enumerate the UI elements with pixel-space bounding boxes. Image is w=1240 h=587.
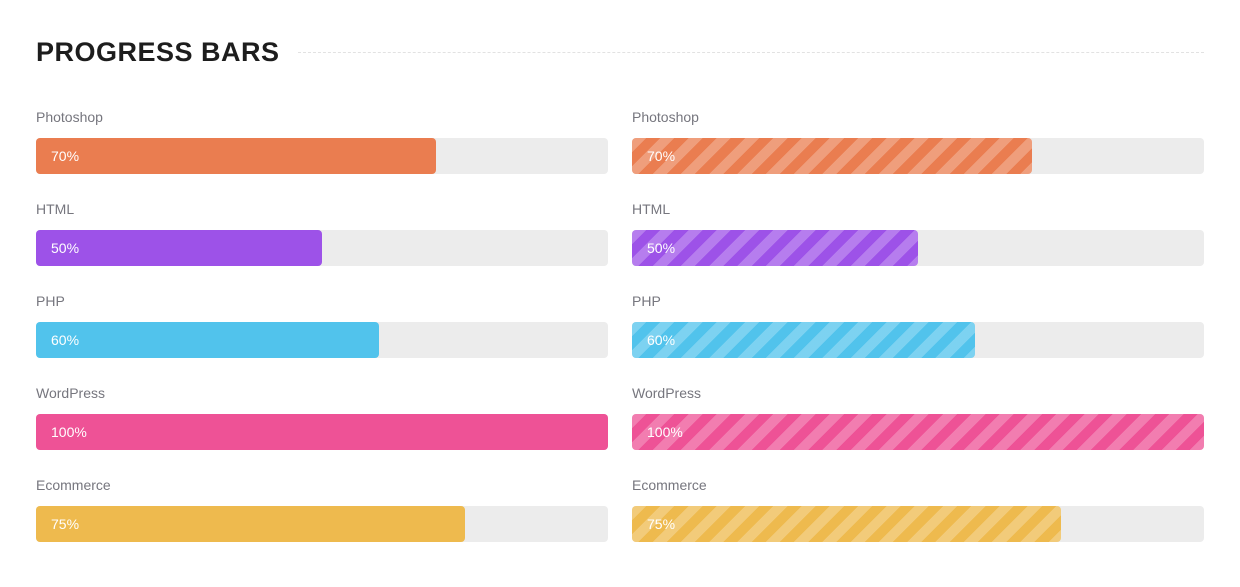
progress-value: 50% (51, 240, 80, 256)
progress-track: 60% (632, 322, 1204, 358)
progress-track: 60% (36, 322, 608, 358)
progress-value: 100% (647, 424, 683, 440)
progress-track: 70% (632, 138, 1204, 174)
progress-fill: 60% (632, 322, 976, 358)
progress-group: Photoshop 70% (36, 108, 608, 174)
progress-track: 75% (36, 506, 608, 542)
progress-track: 100% (632, 414, 1204, 450)
progress-group: WordPress 100% (632, 384, 1204, 450)
progress-group: Ecommerce 75% (36, 476, 608, 542)
progress-value: 60% (647, 332, 676, 348)
progress-fill: 100% (632, 414, 1204, 450)
progress-track: 70% (36, 138, 608, 174)
progress-fill: 75% (36, 506, 465, 542)
progress-group: PHP 60% (632, 292, 1204, 358)
progress-fill: 50% (632, 230, 918, 266)
progress-label: Photoshop (632, 109, 699, 125)
progress-label: PHP (632, 293, 661, 309)
progress-fill: 60% (36, 322, 380, 358)
progress-value: 50% (647, 240, 676, 256)
progress-group: HTML 50% (632, 200, 1204, 266)
progress-column-solid: Photoshop 70% HTML 50% PHP 60% WordPress… (36, 108, 608, 568)
progress-group: Ecommerce 75% (632, 476, 1204, 542)
progress-label: HTML (632, 201, 671, 217)
progress-fill: 70% (632, 138, 1033, 174)
progress-track: 50% (632, 230, 1204, 266)
progress-value: 75% (647, 516, 676, 532)
progress-label: HTML (36, 201, 75, 217)
progress-value: 100% (51, 424, 87, 440)
progress-group: Photoshop 70% (632, 108, 1204, 174)
progress-fill: 75% (632, 506, 1061, 542)
progress-track: 75% (632, 506, 1204, 542)
progress-label: PHP (36, 293, 65, 309)
progress-group: PHP 60% (36, 292, 608, 358)
progress-value: 75% (51, 516, 80, 532)
divider-line (297, 51, 1204, 53)
progress-value: 70% (51, 148, 80, 164)
progress-track: 50% (36, 230, 608, 266)
progress-value: 60% (51, 332, 80, 348)
progress-fill: 50% (36, 230, 322, 266)
progress-columns: Photoshop 70% HTML 50% PHP 60% WordPress… (36, 108, 1204, 568)
page-header: PROGRESS BARS (36, 36, 1204, 68)
progress-track: 100% (36, 414, 608, 450)
progress-label: WordPress (632, 385, 701, 401)
progress-column-striped: Photoshop 70% HTML 50% PHP 60% WordPress… (632, 108, 1204, 568)
progress-fill: 100% (36, 414, 608, 450)
progress-label: Ecommerce (36, 477, 111, 493)
progress-group: HTML 50% (36, 200, 608, 266)
progress-group: WordPress 100% (36, 384, 608, 450)
progress-fill: 70% (36, 138, 437, 174)
progress-label: WordPress (36, 385, 105, 401)
progress-label: Ecommerce (632, 477, 707, 493)
progress-label: Photoshop (36, 109, 103, 125)
page-container: PROGRESS BARS Photoshop 70% HTML 50% PHP… (36, 36, 1204, 568)
page-title: PROGRESS BARS (36, 37, 280, 67)
progress-value: 70% (647, 148, 676, 164)
